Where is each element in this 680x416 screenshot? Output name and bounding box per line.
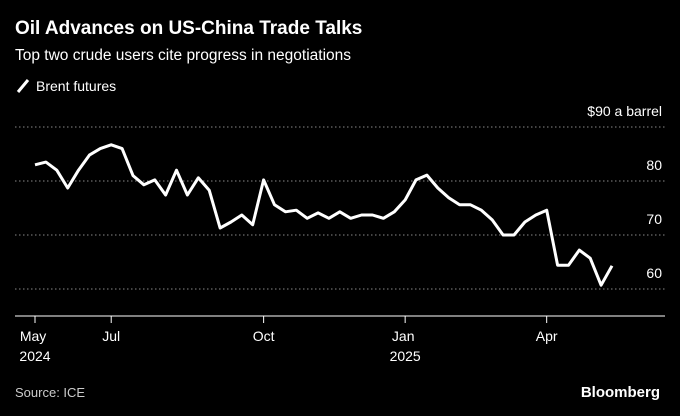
chart-subtitle: Top two crude users cite progress in neg… xyxy=(15,47,351,64)
y-tick-label: $90 a barrel xyxy=(587,103,662,119)
x-tick-label: Jan 2025 xyxy=(390,328,421,364)
source: Source: ICE xyxy=(15,385,85,400)
y-tick-label: 80 xyxy=(646,157,662,173)
y-tick-label: 60 xyxy=(646,265,662,281)
legend-swatch xyxy=(16,79,30,93)
brand: Bloomberg xyxy=(581,384,660,401)
x-tick-label: May 2024 xyxy=(19,328,50,364)
legend-label: Brent futures xyxy=(36,78,116,94)
chart-title: Oil Advances on US-China Trade Talks xyxy=(15,18,362,39)
x-tick-label: Jul xyxy=(102,328,120,344)
x-tick-label: Apr xyxy=(536,328,558,344)
x-tick-label: Oct xyxy=(253,328,275,344)
y-tick-label: 70 xyxy=(646,211,662,227)
data-line xyxy=(34,143,614,287)
